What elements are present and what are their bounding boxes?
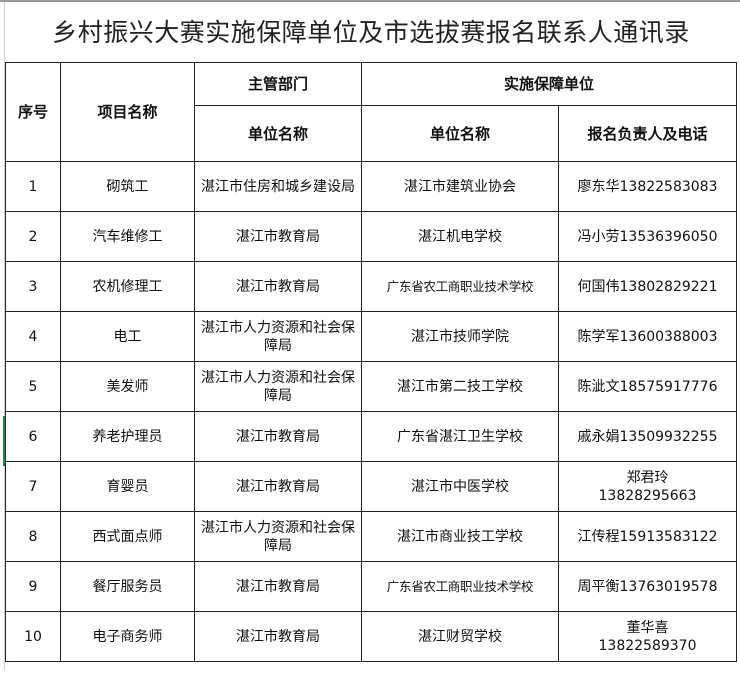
cell-authority[interactable]: 湛江市教育局: [194, 411, 362, 462]
table-row: 3 农机修理工 湛江市教育局 广东省农工商职业技术学校 何国伟13802829221: [5, 261, 738, 312]
cell-implementer[interactable]: 广东省湛江卫生学校: [361, 411, 559, 462]
cell-project[interactable]: 农机修理工: [60, 261, 195, 312]
contact-line: 郑君玲: [626, 469, 669, 486]
contact-line: 江传程15913583122: [577, 528, 718, 545]
cell-implementer[interactable]: 湛江财贸学校: [361, 611, 559, 662]
cell-contact[interactable]: 何国伟13802829221: [557, 261, 738, 312]
contact-line: 13822589370: [598, 637, 697, 654]
sheet-left-border: [4, 2, 5, 670]
cell-implementer[interactable]: 湛江市建筑业协会: [361, 161, 559, 212]
contact-line: 陈学军13600388003: [577, 328, 718, 345]
cell-authority[interactable]: 湛江市教育局: [194, 611, 362, 662]
table-row: 2 汽车维修工 湛江市教育局 湛江机电学校 冯小劳13536396050: [5, 211, 738, 262]
cell-implementer[interactable]: 广东省农工商职业技术学校: [361, 261, 559, 312]
cell-authority[interactable]: 湛江市教育局: [194, 461, 362, 512]
cell-authority[interactable]: 湛江市人力资源和社会保障局: [194, 511, 362, 562]
table-row: 5 美发师 湛江市人力资源和社会保障局 湛江市第二技工学校 陈泚文18575917776: [5, 361, 738, 412]
cell-project[interactable]: 砌筑工: [60, 161, 195, 212]
cell-seq[interactable]: 1: [5, 161, 61, 212]
contact-line: 冯小劳13536396050: [577, 228, 718, 245]
selected-row-indicator: [3, 416, 5, 466]
cell-seq[interactable]: 7: [5, 461, 61, 512]
cell-contact[interactable]: 廖东华13822583083: [557, 161, 738, 212]
cell-contact[interactable]: 董华喜 13822589370: [557, 611, 738, 662]
cell-authority[interactable]: 湛江市教育局: [194, 211, 362, 262]
cell-project[interactable]: 电子商务师: [60, 611, 195, 662]
header-authority-group: 主管部门: [194, 62, 362, 106]
cell-authority[interactable]: 湛江市住房和城乡建设局: [194, 161, 362, 212]
cell-seq[interactable]: 5: [5, 361, 61, 412]
contact-directory-table: 乡村振兴大赛实施保障单位及市选拔赛报名联系人通讯录 序号 项目名称 主管部门 实…: [5, 4, 738, 662]
table-row: 7 育婴员 湛江市教育局 湛江市中医学校 郑君玲 13828295663: [5, 461, 738, 512]
cell-implementer[interactable]: 湛江市技师学院: [361, 311, 559, 362]
cell-project[interactable]: 西式面点师: [60, 511, 195, 562]
contact-line: 13828295663: [598, 487, 697, 504]
cell-contact[interactable]: 郑君玲 13828295663: [557, 461, 738, 512]
contact-line: 何国伟13802829221: [577, 278, 718, 295]
header-authority-unit: 单位名称: [194, 105, 362, 162]
cell-seq[interactable]: 3: [5, 261, 61, 312]
cell-contact[interactable]: 冯小劳13536396050: [557, 211, 738, 262]
header-seq: 序号: [5, 62, 61, 162]
cell-contact[interactable]: 陈学军13600388003: [557, 311, 738, 362]
cell-authority[interactable]: 湛江市人力资源和社会保障局: [194, 311, 362, 362]
cell-authority[interactable]: 湛江市教育局: [194, 261, 362, 312]
cell-seq[interactable]: 8: [5, 511, 61, 562]
cell-project[interactable]: 育婴员: [60, 461, 195, 512]
cell-implementer[interactable]: 湛江机电学校: [361, 211, 559, 262]
cell-contact[interactable]: 江传程15913583122: [557, 511, 738, 562]
cell-authority[interactable]: 湛江市人力资源和社会保障局: [194, 361, 362, 412]
cell-project[interactable]: 餐厅服务员: [60, 561, 195, 612]
table-row: 10 电子商务师 湛江市教育局 湛江财贸学校 董华喜 13822589370: [5, 611, 738, 662]
cell-project[interactable]: 养老护理员: [60, 411, 195, 462]
cell-seq[interactable]: 9: [5, 561, 61, 612]
contact-line: 戚永娟13509932255: [577, 428, 718, 445]
table-row: 9 餐厅服务员 湛江市教育局 广东省农工商职业技术学校 周平衡13763019578: [5, 561, 738, 612]
cell-seq[interactable]: 10: [5, 611, 61, 662]
cell-project[interactable]: 电工: [60, 311, 195, 362]
cell-seq[interactable]: 2: [5, 211, 61, 262]
cell-implementer[interactable]: 湛江市第二技工学校: [361, 361, 559, 412]
sheet-title: 乡村振兴大赛实施保障单位及市选拔赛报名联系人通讯录: [5, 4, 737, 63]
contact-line: 周平衡13763019578: [577, 578, 718, 595]
cell-project[interactable]: 汽车维修工: [60, 211, 195, 262]
cell-implementer[interactable]: 湛江市商业技工学校: [361, 511, 559, 562]
cell-contact[interactable]: 戚永娟13509932255: [557, 411, 738, 462]
table-row: 6 养老护理员 湛江市教育局 广东省湛江卫生学校 戚永娟13509932255: [5, 411, 738, 462]
cell-project[interactable]: 美发师: [60, 361, 195, 412]
header-implementer-group: 实施保障单位: [360, 62, 738, 106]
window-top-border: [0, 0, 740, 2]
cell-implementer[interactable]: 广东省农工商职业技术学校: [361, 561, 559, 612]
contact-line: 董华喜: [626, 619, 669, 636]
cell-contact[interactable]: 周平衡13763019578: [557, 561, 738, 612]
table-row: 4 电工 湛江市人力资源和社会保障局 湛江市技师学院 陈学军13600388003: [5, 311, 738, 362]
table-row: 1 砌筑工 湛江市住房和城乡建设局 湛江市建筑业协会 廖东华13822583083: [5, 161, 738, 212]
header-contact: 报名负责人及电话: [557, 105, 738, 162]
header-implementer-unit: 单位名称: [361, 105, 559, 162]
table-row: 8 西式面点师 湛江市人力资源和社会保障局 湛江市商业技工学校 江传程159135831…: [5, 511, 738, 562]
cell-seq[interactable]: 4: [5, 311, 61, 362]
contact-line: 陈泚文18575917776: [577, 378, 718, 395]
cell-seq[interactable]: 6: [5, 411, 61, 462]
contact-line: 廖东华13822583083: [577, 178, 718, 195]
cell-implementer[interactable]: 湛江市中医学校: [361, 461, 559, 512]
cell-contact[interactable]: 陈泚文18575917776: [557, 361, 738, 412]
header-project: 项目名称: [60, 62, 195, 162]
cell-authority[interactable]: 湛江市教育局: [194, 561, 362, 612]
